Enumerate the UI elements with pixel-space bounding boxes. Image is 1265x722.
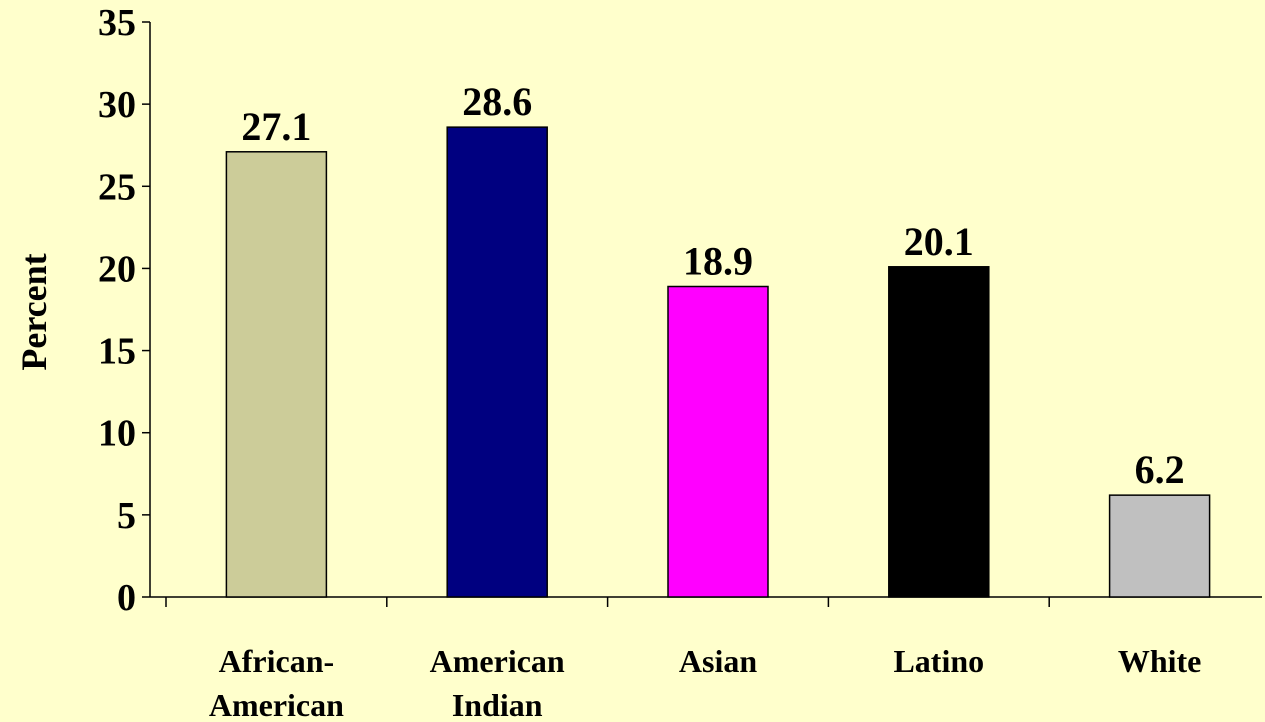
y-tick-label: 5 — [117, 495, 136, 537]
y-axis: 0 5 10 15 20 25 30 35 — [98, 2, 151, 619]
y-tick-label: 15 — [98, 331, 136, 373]
data-label: 27.1 — [241, 104, 311, 149]
bar — [446, 126, 548, 598]
category-label: Asian — [679, 643, 757, 679]
y-tick-label: 10 — [98, 413, 136, 455]
bars — [225, 126, 1211, 598]
category-label: Indian — [452, 687, 543, 722]
category-label: African- — [219, 643, 335, 679]
category-label: American — [209, 687, 344, 722]
y-tick-label: 25 — [98, 166, 136, 208]
data-label: 20.1 — [904, 219, 974, 264]
category-labels: African- American American Indian Asian Latin… — [209, 643, 1202, 722]
x-axis — [150, 596, 1262, 607]
data-labels: 27.1 28.6 18.9 20.1 6.2 — [241, 79, 1184, 492]
category-label: Latino — [893, 643, 984, 679]
bar — [888, 266, 990, 598]
bar — [1108, 494, 1211, 598]
category-label: White — [1118, 643, 1202, 679]
y-tick-label: 35 — [98, 2, 136, 44]
y-axis-label: Percent — [14, 253, 54, 370]
data-label: 28.6 — [462, 79, 532, 124]
y-tick-label: 0 — [117, 577, 136, 619]
y-tick-label: 20 — [98, 248, 136, 290]
data-label: 18.9 — [683, 239, 753, 284]
category-label: American — [430, 643, 565, 679]
bar — [667, 285, 769, 598]
y-tick-label: 30 — [98, 84, 136, 126]
data-label: 6.2 — [1135, 447, 1185, 492]
bar — [225, 151, 328, 598]
